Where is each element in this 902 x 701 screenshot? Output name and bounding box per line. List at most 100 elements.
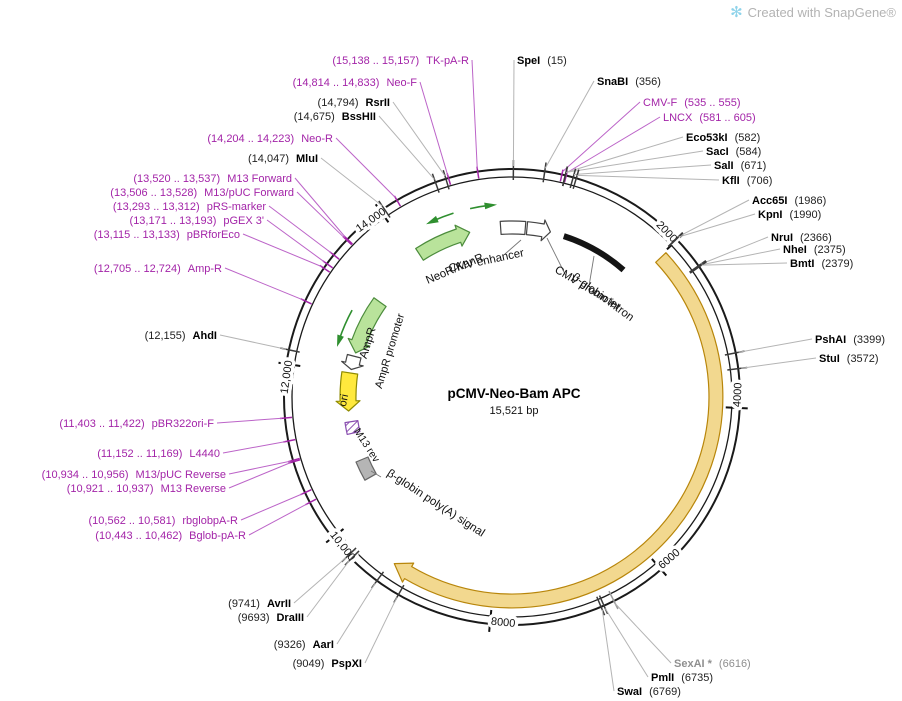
site-label-bglobpar[interactable]: (10,443 .. 10,462) Bglob-pA-R — [95, 530, 246, 542]
leader-line — [544, 80, 595, 169]
leader-line — [240, 493, 303, 521]
site-tick — [689, 260, 707, 273]
feature-label[interactable]: ori — [337, 393, 351, 407]
site-label-pspxi[interactable]: (9049) PspXI — [293, 658, 362, 670]
site-label-tkpar[interactable]: (15,138 .. 15,157) TK-pA-R — [332, 55, 469, 67]
site-tick — [431, 173, 440, 193]
site-label-swai[interactable]: SwaI (6769) — [617, 686, 681, 698]
site-label-m13pucreverse[interactable]: (10,934 .. 10,956) M13/pUC Reverse — [42, 469, 226, 481]
site-label-l4440[interactable]: (11,152 .. 11,169) L4440 — [97, 448, 220, 460]
site-label-nrui[interactable]: NruI (2366) — [771, 232, 832, 244]
feature-label[interactable]: CMV enhancer — [448, 247, 526, 275]
site-label-acc65i[interactable]: Acc65I (1986) — [752, 195, 826, 207]
site-label-kfli[interactable]: KflI (706) — [722, 175, 772, 187]
leader-line — [392, 101, 446, 177]
site-label-neof[interactable]: (14,814 .. 14,833) Neo-F — [293, 77, 418, 89]
feature-label[interactable]: AmpR promoter — [373, 312, 407, 390]
leader-line — [700, 236, 769, 265]
leader-line — [565, 136, 684, 173]
snapgene-logo-icon: ✻ — [730, 4, 743, 21]
site-label-m13forward[interactable]: (13,520 .. 13,537) M13 Forward — [133, 173, 292, 185]
feature-label[interactable]: β-globin intron — [570, 271, 636, 324]
site-label-ahdi[interactable]: (12,155) AhdI — [145, 330, 217, 342]
site-label-pbr322orif[interactable]: (11,403 .. 11,422) pBR322ori-F — [59, 418, 214, 430]
site-label-kpni[interactable]: KpnI (1990) — [758, 209, 821, 221]
feature-leader-line — [588, 255, 595, 287]
site-label-draiii[interactable]: (9693) DraIII — [238, 612, 304, 624]
site-label-sexai[interactable]: SexAI * (6616) — [674, 658, 751, 670]
feature-ori[interactable] — [335, 371, 361, 412]
site-tick — [562, 166, 569, 187]
leader-line — [306, 560, 350, 618]
feature-primer-arrow-amp-r[interactable] — [338, 309, 353, 341]
leader-line — [294, 177, 346, 238]
site-tick — [667, 232, 684, 248]
site-label-stui[interactable]: StuI (3572) — [819, 353, 879, 365]
feature-cmv-enhancer[interactable] — [499, 220, 527, 236]
leader-line — [378, 115, 435, 180]
leader-line — [224, 267, 303, 301]
feature-beta-globin-polya[interactable] — [355, 456, 377, 481]
site-tick — [542, 162, 547, 183]
site-label-neor[interactable]: (14,204 .. 14,223) Neo-R — [207, 133, 333, 145]
leader-line — [419, 81, 449, 176]
feature-leader-line — [546, 237, 567, 277]
site-label-mlui[interactable]: (14,047) MluI — [248, 153, 318, 165]
site-label-bsshii[interactable]: (14,675) BssHII — [294, 111, 376, 123]
site-label-prsmarker[interactable]: (13,293 .. 13,312) pRS-marker — [113, 201, 266, 213]
site-label-pbrforeco[interactable]: (13,115 .. 13,133) pBRforEco — [94, 229, 240, 241]
leader-line — [242, 233, 322, 267]
feature-apc-insert[interactable] — [393, 252, 724, 609]
plasmid-ring-outer — [283, 168, 741, 626]
scale-tick — [325, 528, 345, 544]
feature-cmv-promoter[interactable] — [525, 219, 551, 242]
leader-line — [335, 137, 396, 198]
site-label-aari[interactable]: (9326) AarI — [274, 639, 334, 651]
scale-tick — [488, 609, 493, 632]
site-label-ampr[interactable]: (12,705 .. 12,724) Amp-R — [94, 263, 222, 275]
feature-leader-line — [370, 470, 382, 478]
scale-tick — [651, 558, 668, 577]
feature-neor-kanr[interactable] — [415, 224, 471, 261]
feature-primer-arrow-neo-f-head — [484, 202, 498, 210]
plasmid-name: pCMV-Neo-Bam APC — [447, 386, 580, 401]
scale-tick-label: 6000 — [656, 547, 682, 572]
leader-line — [562, 101, 641, 172]
site-label-bmti[interactable]: BmtI (2379) — [790, 258, 853, 270]
site-label-m13reverse[interactable]: (10,921 .. 10,937) M13 Reverse — [67, 483, 226, 495]
backbone-layer — [283, 168, 741, 626]
site-label-avrii[interactable]: (9741) AvrII — [228, 598, 291, 610]
site-label-rsrii[interactable]: (14,794) RsrII — [318, 97, 390, 109]
site-label-snabi[interactable]: SnaBI (356) — [597, 76, 661, 88]
feature-leader-line — [504, 239, 522, 255]
site-label-pshai[interactable]: PshAI (3399) — [815, 334, 885, 346]
leader-line — [741, 357, 817, 369]
site-label-m13pucforward[interactable]: (13,506 .. 13,528) M13/pUC Forward — [110, 187, 294, 199]
leader-line — [678, 199, 750, 238]
site-label-pgex3[interactable]: (13,171 .. 13,193) pGEX 3' — [130, 215, 264, 227]
leader-line — [228, 462, 291, 489]
site-tick — [596, 596, 606, 616]
site-label-saci[interactable]: SacI (584) — [706, 146, 761, 158]
feature-primer-arrow-neo-r-head — [426, 215, 439, 225]
site-label-sali[interactable]: SalI (671) — [714, 160, 766, 172]
site-tick — [572, 169, 580, 190]
feature-ampr[interactable] — [347, 297, 387, 354]
site-label-rbglobpar[interactable]: (10,562 .. 10,581) rbglobpA-R — [89, 515, 239, 527]
site-label-lncx[interactable]: LNCX (581 .. 605) — [663, 112, 756, 124]
leader-line — [604, 608, 649, 678]
site-label-nhei[interactable]: NheI (2375) — [783, 244, 846, 256]
feature-ampr-promoter[interactable] — [341, 353, 364, 371]
site-label-spei[interactable]: SpeI (15) — [517, 55, 567, 67]
site-tick — [442, 169, 450, 190]
site-label-pmli[interactable]: PmlI (6735) — [651, 672, 713, 684]
plasmid-size: 15,521 bp — [490, 405, 539, 417]
feature-beta-globin-intron[interactable] — [562, 233, 626, 273]
plasmid-ring-inner — [291, 176, 733, 618]
site-label-eco53ki[interactable]: Eco53kI (582) — [686, 132, 760, 144]
site-label-cmvf[interactable]: CMV-F (535 .. 555) — [643, 97, 741, 109]
watermark: ✻ Created with SnapGene® — [730, 5, 896, 20]
feature-m13-rev-site[interactable] — [344, 420, 361, 435]
feature-label[interactable]: β-globin poly(A) signal — [385, 467, 487, 539]
